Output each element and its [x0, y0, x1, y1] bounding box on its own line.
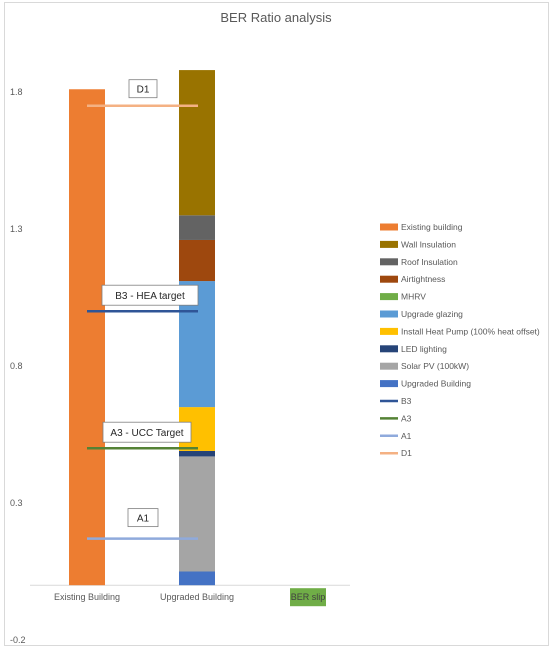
legend-item: Existing building [380, 222, 463, 232]
y-tick-label: 0.8 [10, 361, 23, 371]
reference-lines-layer: D1 B3 - HEA target A3 - UCC Target A1 [87, 79, 199, 540]
legend-label: LED lighting [401, 344, 447, 354]
ref-label-a3: A3 - UCC Target [110, 428, 183, 439]
chart-title: BER Ratio analysis [220, 10, 332, 25]
legend-label: Airtightness [401, 274, 445, 284]
y-tick-label: 0.3 [10, 498, 23, 508]
legend-swatch [380, 327, 398, 335]
ref-label-a1: A1 [137, 514, 150, 525]
legend-item: A1 [380, 431, 412, 441]
legend-label: A3 [401, 413, 412, 423]
legend-swatch [380, 258, 398, 266]
legend-label: Upgraded Building [401, 379, 471, 389]
legend-item: Solar PV (100kW) [380, 361, 469, 371]
legend-item: Airtightness [380, 274, 445, 284]
bar-segment-wall-insulation [179, 70, 215, 216]
legend-label: Roof Insulation [401, 257, 458, 267]
bar-segment-led-lighting [179, 450, 215, 457]
legend-item: MHRV [380, 292, 426, 302]
legend-label: Existing building [401, 222, 463, 232]
legend-item: B3 [380, 396, 412, 406]
ber-slip-badge [290, 588, 326, 607]
ref-label-box-a1 [127, 508, 159, 528]
y-tick-label: 1.8 [10, 87, 23, 97]
bar-segment-upgraded-building [179, 571, 215, 586]
ref-label-box-a3 [102, 421, 192, 443]
legend: Existing building Wall Insulation Roof Ins… [380, 222, 540, 458]
legend-swatch [380, 275, 398, 283]
ref-label-b3: B3 - HEA target [115, 291, 185, 302]
legend-item: Install Heat Pump (100% heat offset) [380, 326, 540, 336]
legend-item: Upgraded Building [380, 379, 471, 389]
legend-label: D1 [401, 448, 412, 458]
legend-item: Roof Insulation [380, 257, 458, 267]
legend-swatch [380, 223, 398, 231]
legend-swatch [380, 240, 398, 248]
legend-label: MHRV [401, 292, 426, 302]
ber-slip-label: BER slip [291, 592, 326, 602]
legend-item: LED lighting [380, 344, 447, 354]
legend-swatch [380, 310, 398, 318]
bar-segment-existing-building [69, 89, 105, 586]
legend-label: Wall Insulation [401, 239, 456, 249]
legend-item: A3 [380, 413, 412, 423]
legend-swatch [380, 362, 398, 370]
ref-label-box-d1 [128, 79, 158, 99]
legend-swatch [380, 380, 398, 388]
ref-label-d1: D1 [137, 85, 150, 96]
bar-segment-roof-insulation [179, 215, 215, 240]
chart-frame [4, 2, 549, 646]
legend-label: Solar PV (100kW) [401, 361, 469, 371]
legend-label: A1 [401, 431, 412, 441]
y-tick-label: 1.3 [10, 224, 23, 234]
x-category-label: Upgraded Building [160, 592, 234, 602]
bar-segment-solar-pv-100kw [179, 456, 215, 572]
ref-label-box-b3 [101, 284, 199, 306]
legend-label: Install Heat Pump (100% heat offset) [401, 326, 540, 336]
bar-segment-airtightness [179, 239, 215, 282]
legend-swatch [380, 345, 398, 353]
legend-swatch [380, 293, 398, 301]
legend-label: B3 [401, 396, 412, 406]
legend-item: D1 [380, 448, 412, 458]
x-category-label: Existing Building [54, 592, 120, 602]
legend-item: Wall Insulation [380, 239, 456, 249]
legend-item: Upgrade glazing [380, 309, 463, 319]
y-tick-label: -0.2 [10, 635, 26, 645]
legend-label: Upgrade glazing [401, 309, 463, 319]
bar-layer [69, 70, 215, 586]
